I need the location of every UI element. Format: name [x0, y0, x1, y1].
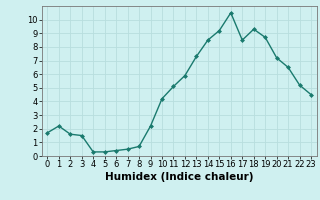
- X-axis label: Humidex (Indice chaleur): Humidex (Indice chaleur): [105, 172, 253, 182]
